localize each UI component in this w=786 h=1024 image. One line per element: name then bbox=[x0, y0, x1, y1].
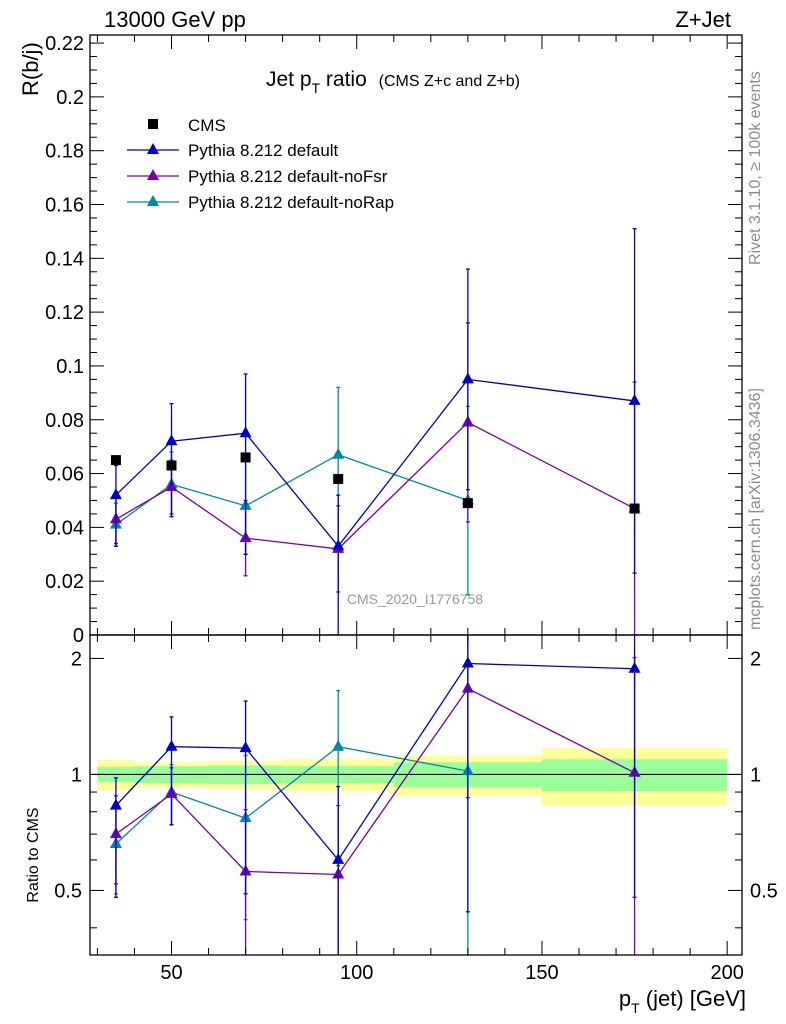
y-tick-label: 0.22 bbox=[45, 33, 84, 55]
legend-marker-2 bbox=[147, 195, 159, 206]
mcplots-label: mcplots.cern.ch [arXiv:1306.3436] bbox=[747, 388, 764, 630]
y-tick-label: 0.12 bbox=[45, 302, 84, 324]
ratio-tick-label: 1 bbox=[71, 764, 82, 786]
ratio-series bbox=[109, 635, 641, 955]
ratio-tick-label-right: 1 bbox=[750, 764, 761, 786]
legend-label-2: Pythia 8.212 default-noRap bbox=[188, 193, 394, 212]
xlabel-rest: (jet) [GeV] bbox=[640, 986, 746, 1011]
main-series bbox=[109, 228, 641, 635]
series-line-1 bbox=[115, 687, 635, 876]
legend-marker-1 bbox=[147, 169, 159, 180]
y-axis-label: R(b/j) bbox=[18, 42, 43, 96]
title-note: (CMS Z+c and Z+b) bbox=[379, 73, 520, 90]
series-line-1 bbox=[115, 421, 635, 550]
legend-label-1: Pythia 8.212 default-noFsr bbox=[188, 167, 388, 186]
y-tick-label: 0.2 bbox=[56, 87, 84, 109]
x-axis-label: pT (jet) [GeV] bbox=[619, 986, 746, 1016]
legend-marker-data bbox=[148, 119, 158, 129]
series-point-0 bbox=[165, 434, 178, 446]
series-point-0 bbox=[461, 656, 474, 668]
ratio-tick-label-right: 2 bbox=[750, 648, 761, 670]
ratio-frame bbox=[89, 634, 743, 956]
data-point bbox=[462, 498, 473, 509]
y-tick-label: 0.08 bbox=[45, 410, 84, 432]
y-tick-label: 0.1 bbox=[56, 356, 84, 378]
ratio-y-axis-label: Ratio to CMS bbox=[25, 807, 42, 902]
y-tick-label: 0.06 bbox=[45, 464, 84, 486]
series-point-0 bbox=[461, 372, 474, 384]
legend-label-0: Pythia 8.212 default bbox=[188, 141, 339, 160]
data-point bbox=[166, 460, 177, 471]
y-tick-label: 0.18 bbox=[45, 141, 84, 163]
data-point bbox=[333, 473, 344, 484]
series-line-0 bbox=[115, 662, 635, 862]
series-point-0 bbox=[332, 852, 345, 864]
xlabel-p: p bbox=[619, 986, 631, 1011]
ratio-bands bbox=[90, 748, 742, 806]
legend: CMS Pythia 8.212 default Pythia 8.212 defa… bbox=[127, 116, 394, 212]
energy-label: 13000 GeV pp bbox=[104, 7, 246, 32]
legend-marker-0 bbox=[147, 143, 159, 154]
x-tick-label: 200 bbox=[710, 962, 743, 984]
ratio-tick-label: 0.5 bbox=[54, 880, 82, 902]
y-tick-label: 0.14 bbox=[45, 248, 84, 270]
series-point-2 bbox=[332, 739, 345, 751]
series-line-0 bbox=[115, 378, 635, 548]
y-tick-label: 0.02 bbox=[45, 571, 84, 593]
x-tick-label: 100 bbox=[340, 962, 373, 984]
series-point-0 bbox=[332, 539, 345, 551]
process-label: Z+Jet bbox=[675, 7, 731, 32]
series-point-2 bbox=[332, 447, 345, 459]
x-tick-label: 50 bbox=[160, 962, 182, 984]
y-tick-label: 0.04 bbox=[45, 517, 84, 539]
ratio-tick-label-right: 0.5 bbox=[750, 880, 778, 902]
chart-title: Jet pT ratio (CMS Z+c and Z+b) bbox=[266, 68, 520, 96]
data-point bbox=[110, 455, 121, 466]
x-tick-label: 150 bbox=[525, 962, 558, 984]
series-point-0 bbox=[628, 661, 641, 673]
legend-label-data: CMS bbox=[188, 116, 226, 135]
y-tick-label: 0 bbox=[73, 625, 84, 647]
ratio-tick-label: 2 bbox=[71, 648, 82, 670]
series-point-0 bbox=[628, 393, 641, 405]
series-point-0 bbox=[239, 426, 252, 438]
data-point bbox=[629, 503, 640, 514]
title-sub: T bbox=[312, 80, 321, 96]
y-tick-label: 0.16 bbox=[45, 195, 84, 217]
axes-layer: 50 100 150 200 0 0.02 0.04 0.06 0.08 0.1 0.12 0.14 0… bbox=[45, 33, 778, 984]
data-point bbox=[240, 452, 251, 463]
rivet-label: Rivet 3.1.10, ≥ 100k events bbox=[747, 71, 764, 265]
analysis-id: CMS_2020_I1776758 bbox=[347, 591, 483, 607]
series-point-0 bbox=[239, 741, 252, 753]
series-layer bbox=[109, 228, 641, 955]
series-point-0 bbox=[165, 739, 178, 751]
title-main: Jet p bbox=[266, 68, 312, 91]
xlabel-sub: T bbox=[631, 1000, 640, 1016]
title-rest: ratio bbox=[320, 68, 367, 91]
series-point-0 bbox=[109, 488, 122, 500]
series-point-0 bbox=[109, 798, 122, 810]
